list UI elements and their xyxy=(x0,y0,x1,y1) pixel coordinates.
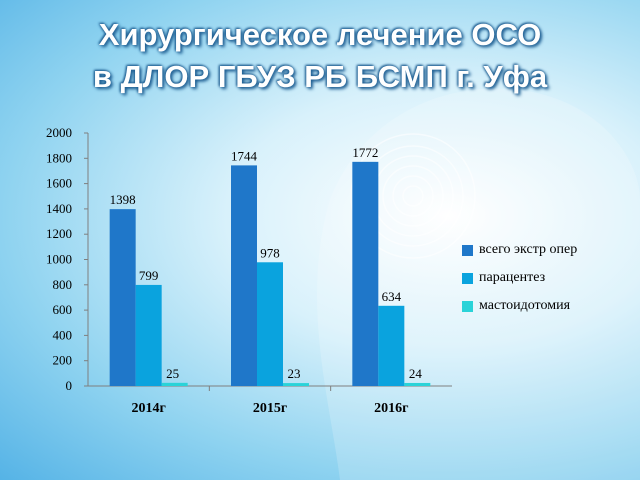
y-tick-label: 1600 xyxy=(46,176,72,191)
legend-swatch xyxy=(462,244,473,256)
bar xyxy=(378,305,405,386)
data-label: 1772 xyxy=(352,145,378,160)
data-label: 799 xyxy=(139,268,159,283)
y-tick-label: 200 xyxy=(53,353,73,368)
y-tick-label: 400 xyxy=(53,327,73,342)
y-tick-label: 800 xyxy=(53,277,73,292)
legend-item: парацентез xyxy=(462,264,577,292)
bar xyxy=(352,161,379,386)
chart-legend: всего экстр опер парацентез мастоидотомия xyxy=(462,236,577,320)
data-label: 1744 xyxy=(231,148,258,163)
bar xyxy=(135,284,162,386)
slide-title: Хирургическое лечение ОСО в ДЛОР ГБУЗ РБ… xyxy=(0,14,640,98)
legend-item: всего экстр опер xyxy=(462,236,577,264)
slide-title-line1: Хирургическое лечение ОСО xyxy=(98,17,542,52)
bar xyxy=(257,262,283,386)
y-tick-label: 0 xyxy=(66,378,73,393)
legend-swatch xyxy=(462,300,473,312)
bar xyxy=(109,209,136,386)
data-label: 24 xyxy=(409,366,423,381)
y-tick-label: 1000 xyxy=(46,252,72,267)
data-label: 634 xyxy=(382,289,402,304)
data-label: 23 xyxy=(288,366,301,381)
x-tick-label: 2016г xyxy=(374,401,408,416)
y-tick-label: 1400 xyxy=(46,201,72,216)
data-label: 1398 xyxy=(110,192,136,207)
y-tick-label: 2000 xyxy=(46,125,72,140)
slide-title-line2: в ДЛОР ГБУЗ РБ БСМП г. Уфа xyxy=(92,59,548,94)
x-tick-label: 2015г xyxy=(253,401,287,416)
bar xyxy=(283,383,309,386)
legend-label: парацентез xyxy=(479,270,546,285)
data-label: 25 xyxy=(166,366,179,381)
bar xyxy=(231,165,257,386)
x-tick-label: 2014г xyxy=(131,401,165,416)
legend-swatch xyxy=(462,272,473,284)
y-tick-label: 1200 xyxy=(46,226,72,241)
bar xyxy=(161,382,188,386)
legend-item: мастоидотомия xyxy=(462,292,577,320)
y-tick-label: 600 xyxy=(53,302,73,317)
legend-label: мастоидотомия xyxy=(479,298,571,313)
y-tick-label: 1800 xyxy=(46,150,72,165)
bar xyxy=(404,382,431,386)
data-label: 978 xyxy=(260,245,280,260)
legend-label: всего экстр опер xyxy=(479,242,578,257)
